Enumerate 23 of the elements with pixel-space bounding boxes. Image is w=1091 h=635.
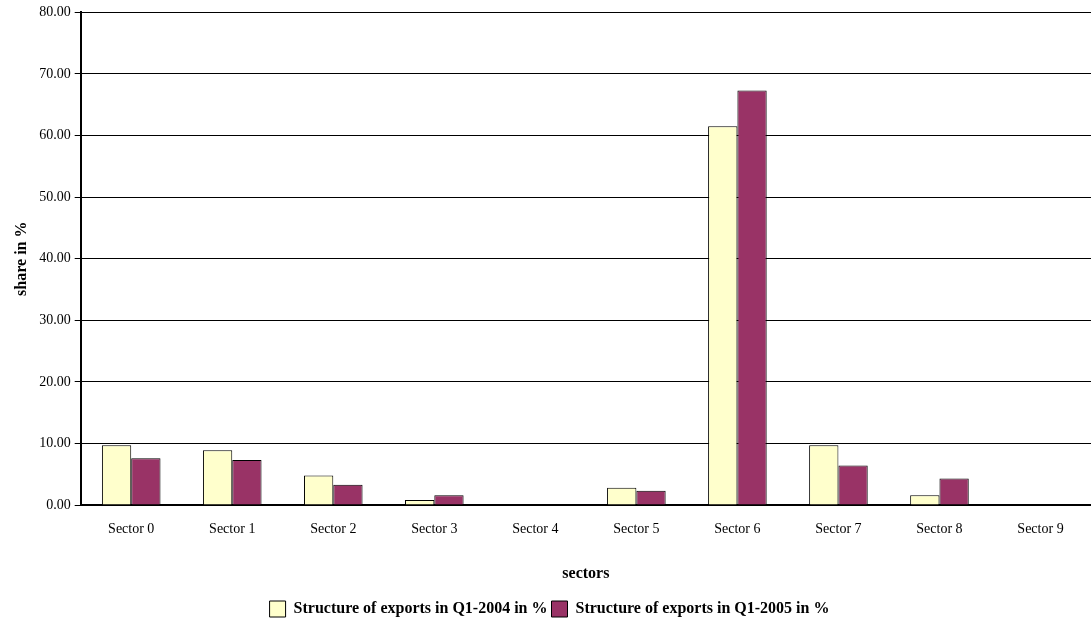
y-tick-label: 70.00 [39, 65, 71, 81]
x-tick-label: Sector 7 [815, 521, 862, 537]
x-tick-label: Sector 5 [613, 521, 660, 537]
legend-label: Structure of exports in Q1-2004 in % [293, 599, 548, 618]
y-tick-label: 80.00 [39, 4, 71, 20]
y-tick-label: 10.00 [39, 435, 71, 451]
y-tick-label: 0.00 [46, 496, 71, 512]
y-tick-label: 20.00 [39, 373, 71, 389]
x-tick-label: Sector 0 [108, 521, 155, 537]
x-tick-label: Sector 3 [411, 521, 458, 537]
x-tick-label: Sector 1 [209, 521, 256, 537]
y-tick-label: 30.00 [39, 311, 71, 327]
legend-label: Structure of exports in Q1-2005 in % [575, 599, 830, 618]
x-tick-label: Sector 6 [714, 521, 761, 537]
x-axis-title: sectors [562, 563, 610, 581]
y-tick-label: 50.00 [39, 188, 71, 204]
y-axis-title: share in % [11, 221, 29, 296]
y-tick-label: 60.00 [39, 127, 71, 143]
x-tick-label: Sector 9 [1017, 521, 1064, 537]
x-tick-label: Sector 2 [310, 521, 357, 537]
y-tick-label: 40.00 [39, 250, 71, 266]
x-tick-label: Sector 8 [916, 521, 963, 537]
x-tick-label: Sector 4 [512, 521, 559, 537]
